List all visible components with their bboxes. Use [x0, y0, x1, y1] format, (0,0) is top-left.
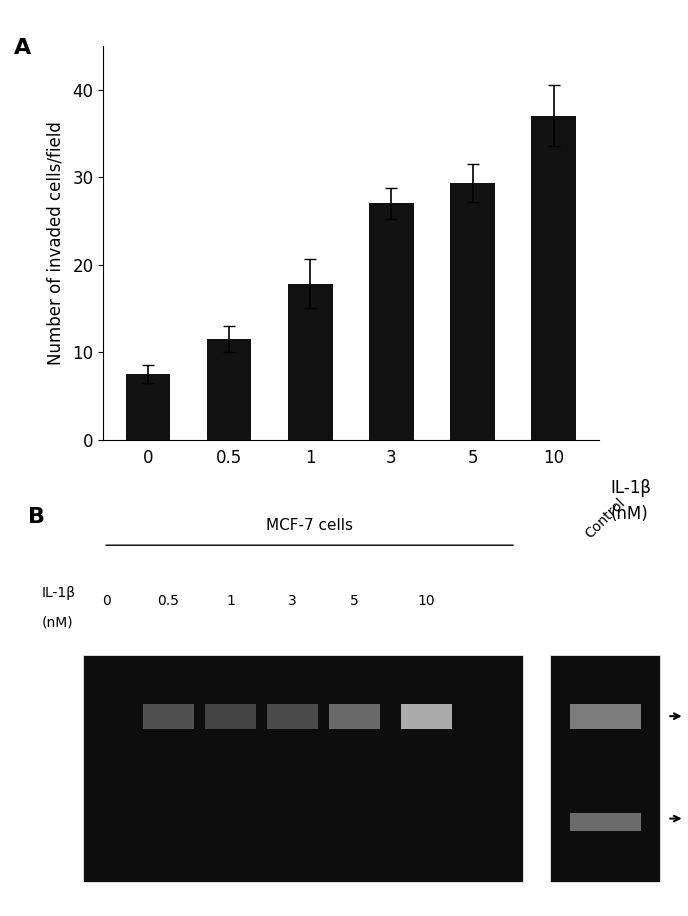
Text: 1: 1 [226, 594, 235, 608]
FancyBboxPatch shape [143, 703, 194, 728]
Y-axis label: Number of invaded cells/field: Number of invaded cells/field [46, 121, 64, 365]
FancyBboxPatch shape [205, 703, 256, 728]
Bar [288, 284, 332, 440]
Text: Control: Control [583, 496, 628, 541]
Text: IL-1β: IL-1β [41, 586, 75, 600]
Text: B: B [28, 507, 45, 528]
FancyBboxPatch shape [267, 703, 318, 728]
Text: 0: 0 [103, 594, 111, 608]
FancyBboxPatch shape [329, 703, 380, 728]
Text: 5: 5 [350, 594, 358, 608]
Text: (nM): (nM) [610, 506, 648, 523]
Bar [207, 339, 252, 440]
FancyBboxPatch shape [570, 813, 641, 831]
Bar [531, 115, 576, 440]
Text: IL-1β: IL-1β [610, 479, 652, 497]
Text: 3: 3 [288, 594, 297, 608]
Text: 0.5: 0.5 [158, 594, 180, 608]
Bar [450, 183, 495, 440]
Bar [126, 374, 171, 440]
FancyBboxPatch shape [550, 655, 660, 882]
Text: MCF-7 cells: MCF-7 cells [266, 518, 353, 532]
Text: (nM): (nM) [41, 616, 73, 629]
FancyBboxPatch shape [570, 703, 641, 728]
FancyBboxPatch shape [401, 703, 452, 728]
Text: A: A [14, 38, 31, 58]
Text: 10: 10 [418, 594, 436, 608]
Bar [369, 203, 413, 440]
FancyBboxPatch shape [83, 655, 523, 882]
